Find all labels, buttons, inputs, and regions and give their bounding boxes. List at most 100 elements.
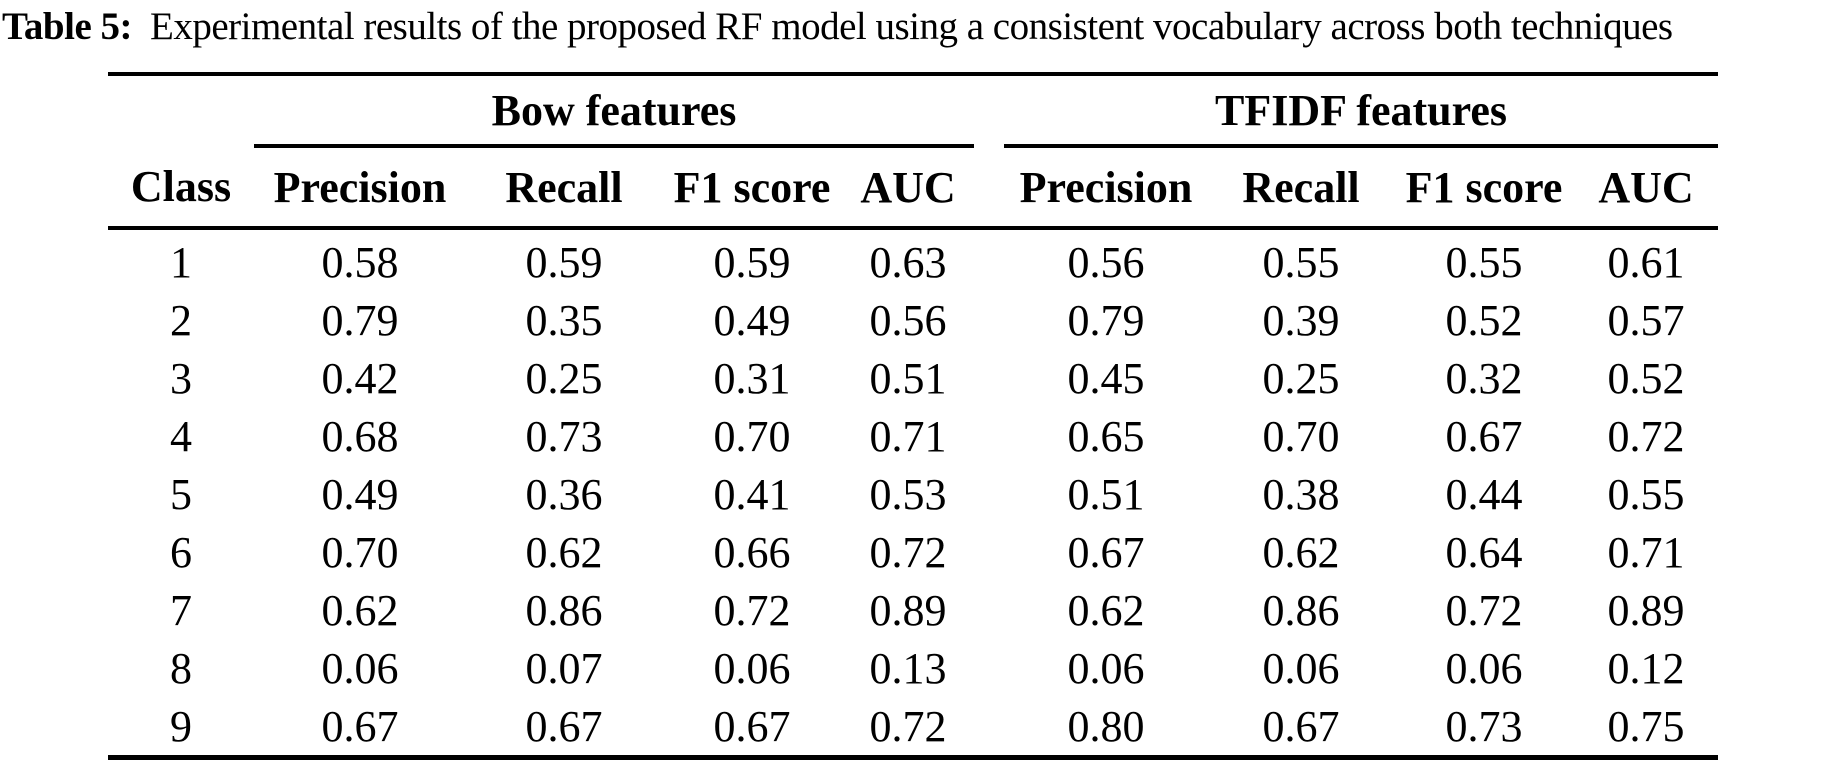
group-gap (974, 146, 1005, 230)
table-row: 3 0.42 0.25 0.31 0.51 0.45 0.25 0.32 0.52 (108, 349, 1718, 407)
tfidf-precision-cell: 0.80 (1067, 701, 1145, 751)
bow-f1-cell: 0.66 (713, 527, 791, 577)
bow-recall-cell: 0.67 (525, 701, 603, 751)
bow-f1-cell: 0.72 (713, 585, 791, 635)
tfidf-recall-cell: 0.55 (1262, 237, 1340, 287)
tfidf-precision-cell: 0.65 (1067, 411, 1145, 461)
tfidf-auc-cell: 0.52 (1607, 353, 1685, 403)
column-header-tfidf-f1: F1 score (1394, 146, 1575, 230)
tfidf-precision-cell: 0.79 (1067, 295, 1145, 345)
tfidf-auc-cell: 0.57 (1607, 295, 1685, 345)
column-header-tfidf-auc: AUC (1574, 146, 1719, 230)
table-row: 9 0.67 0.67 0.67 0.72 0.80 0.67 0.73 0.75 (108, 697, 1718, 758)
bow-f1-cell: 0.70 (713, 411, 791, 461)
tfidf-f1-cell: 0.73 (1445, 701, 1523, 751)
tfidf-precision-cell: 0.06 (1067, 643, 1145, 693)
tfidf-f1-cell: 0.52 (1445, 295, 1523, 345)
bow-auc-cell: 0.56 (869, 295, 947, 345)
bow-precision-cell: 0.62 (321, 585, 399, 635)
bow-auc-cell: 0.63 (869, 237, 947, 287)
bow-recall-cell: 0.25 (525, 353, 603, 403)
table-row: 8 0.06 0.07 0.06 0.13 0.06 0.06 0.06 0.12 (108, 639, 1718, 697)
bow-f1-cell: 0.59 (713, 237, 791, 287)
tfidf-recall-cell: 0.25 (1262, 353, 1340, 403)
bow-auc-cell: 0.71 (869, 411, 947, 461)
tfidf-auc-cell: 0.75 (1607, 701, 1685, 751)
tfidf-auc-cell: 0.61 (1607, 237, 1685, 287)
group-gap (974, 407, 1004, 465)
bow-recall-cell: 0.86 (525, 585, 603, 635)
column-header-bow-precision: Precision (254, 146, 466, 230)
bow-recall-cell: 0.35 (525, 295, 603, 345)
bow-auc-cell: 0.51 (869, 353, 947, 403)
tfidf-auc-cell: 0.12 (1607, 643, 1685, 693)
bow-auc-cell: 0.89 (869, 585, 947, 635)
bow-f1-cell: 0.41 (713, 469, 791, 519)
tfidf-recall-cell: 0.86 (1262, 585, 1340, 635)
table-row: 2 0.79 0.35 0.49 0.56 0.79 0.39 0.52 0.57 (108, 291, 1718, 349)
bow-auc-cell: 0.72 (869, 527, 947, 577)
tfidf-f1-cell: 0.72 (1445, 585, 1523, 635)
tfidf-auc-cell: 0.89 (1607, 585, 1685, 635)
bow-f1-cell: 0.67 (713, 701, 791, 751)
tfidf-f1-cell: 0.67 (1445, 411, 1523, 461)
bow-f1-cell: 0.49 (713, 295, 791, 345)
column-header-bow-recall: Recall (466, 146, 662, 230)
bow-auc-cell: 0.13 (869, 643, 947, 693)
tfidf-auc-cell: 0.55 (1607, 469, 1685, 519)
group-gap (974, 228, 1004, 291)
group-header-row: Bow features TFIDF features (108, 74, 1719, 148)
corner-cell (108, 74, 254, 146)
tfidf-recall-cell: 0.06 (1262, 643, 1340, 693)
group-header-tfidf: TFIDF features (1004, 74, 1719, 148)
group-gap (974, 523, 1004, 581)
group-gap (974, 465, 1004, 523)
table-caption: Table 5: Experimental results of the prop… (0, 0, 1824, 50)
table-caption-label: Table 5: (2, 5, 133, 48)
bow-precision-cell: 0.06 (321, 643, 399, 693)
tfidf-recall-cell: 0.38 (1262, 469, 1340, 519)
metric-header-row: Class Precision Recall F1 score AUC Prec… (108, 146, 1719, 230)
group-gap (974, 697, 1004, 758)
bow-recall-cell: 0.36 (525, 469, 603, 519)
table-row: 5 0.49 0.36 0.41 0.53 0.51 0.38 0.44 0.55 (108, 465, 1718, 523)
bow-f1-cell: 0.06 (713, 643, 791, 693)
table-body: 1 0.58 0.59 0.59 0.63 0.56 0.55 0.55 0.61 2 0.79 0.… (108, 228, 1718, 758)
group-header-bow: Bow features (254, 74, 975, 148)
bow-recall-cell: 0.73 (525, 411, 603, 461)
column-header-bow-auc: AUC (842, 146, 975, 230)
bow-recall-cell: 0.62 (525, 527, 603, 577)
group-gap (974, 349, 1004, 407)
tfidf-recall-cell: 0.70 (1262, 411, 1340, 461)
tfidf-recall-cell: 0.67 (1262, 701, 1340, 751)
class-cell: 8 (170, 643, 192, 693)
tfidf-f1-cell: 0.32 (1445, 353, 1523, 403)
tfidf-precision-cell: 0.51 (1067, 469, 1145, 519)
tfidf-f1-cell: 0.64 (1445, 527, 1523, 577)
tfidf-recall-cell: 0.62 (1262, 527, 1340, 577)
bow-recall-cell: 0.59 (525, 237, 603, 287)
table-row: 6 0.70 0.62 0.66 0.72 0.67 0.62 0.64 0.71 (108, 523, 1718, 581)
class-cell: 5 (170, 469, 192, 519)
tfidf-auc-cell: 0.72 (1607, 411, 1685, 461)
tfidf-recall-cell: 0.39 (1262, 295, 1340, 345)
tfidf-f1-cell: 0.55 (1445, 237, 1523, 287)
column-header-tfidf-recall: Recall (1208, 146, 1395, 230)
bow-precision-cell: 0.79 (321, 295, 399, 345)
class-cell: 2 (170, 295, 192, 345)
class-cell: 7 (170, 585, 192, 635)
bow-auc-cell: 0.53 (869, 469, 947, 519)
group-gap (974, 639, 1004, 697)
table-row: 4 0.68 0.73 0.70 0.71 0.65 0.70 0.67 0.72 (108, 407, 1718, 465)
column-header-bow-f1: F1 score (662, 146, 842, 230)
table-row: 7 0.62 0.86 0.72 0.89 0.62 0.86 0.72 0.89 (108, 581, 1718, 639)
bow-precision-cell: 0.70 (321, 527, 399, 577)
tfidf-precision-cell: 0.62 (1067, 585, 1145, 635)
bow-auc-cell: 0.72 (869, 701, 947, 751)
table-caption-text: Experimental results of the proposed RF … (150, 5, 1673, 48)
class-cell: 1 (170, 237, 192, 287)
tfidf-f1-cell: 0.06 (1445, 643, 1523, 693)
tfidf-precision-cell: 0.67 (1067, 527, 1145, 577)
column-header-tfidf-precision: Precision (1004, 146, 1209, 230)
column-header-class: Class (108, 146, 254, 230)
